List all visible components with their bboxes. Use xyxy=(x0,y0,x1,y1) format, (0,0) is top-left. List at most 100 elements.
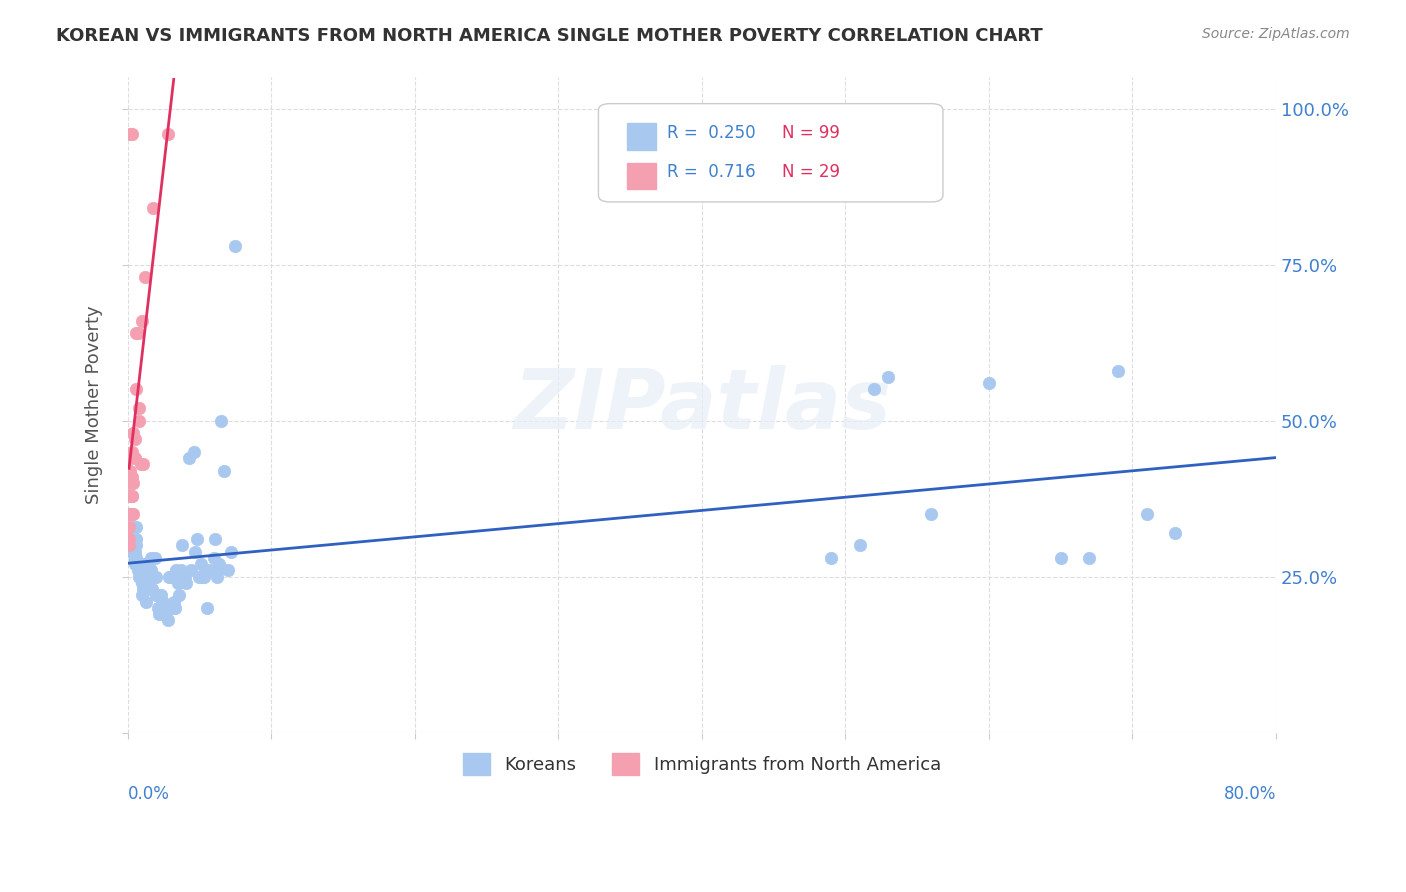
Point xyxy=(127,326,149,341)
Point xyxy=(122,545,145,559)
Point xyxy=(219,545,242,559)
Point xyxy=(120,489,142,503)
Point xyxy=(149,588,172,602)
Point xyxy=(125,539,148,553)
FancyBboxPatch shape xyxy=(599,103,943,202)
Point xyxy=(131,575,153,590)
Point xyxy=(1164,526,1187,541)
Point xyxy=(159,570,181,584)
Point xyxy=(120,127,142,141)
Point xyxy=(122,508,145,522)
Point xyxy=(121,489,143,503)
Point xyxy=(120,464,142,478)
Point xyxy=(132,558,155,572)
Point xyxy=(920,508,942,522)
Point xyxy=(202,551,225,566)
Point xyxy=(118,533,141,547)
Y-axis label: Single Mother Poverty: Single Mother Poverty xyxy=(86,306,103,504)
Point xyxy=(183,445,205,459)
Point xyxy=(190,558,212,572)
Point xyxy=(121,445,143,459)
Point xyxy=(125,326,148,341)
Point xyxy=(121,508,143,522)
Point xyxy=(125,551,148,566)
Point xyxy=(118,464,141,478)
Point xyxy=(134,270,156,285)
Point xyxy=(131,314,153,328)
Point xyxy=(124,539,146,553)
Point xyxy=(118,539,141,553)
Point xyxy=(207,564,229,578)
Point xyxy=(120,489,142,503)
Point xyxy=(157,570,180,584)
Point xyxy=(135,594,157,608)
Point xyxy=(118,520,141,534)
Point xyxy=(142,202,165,216)
Point xyxy=(129,570,152,584)
Point xyxy=(132,582,155,596)
Point xyxy=(176,575,198,590)
Point xyxy=(156,600,179,615)
Point xyxy=(121,470,143,484)
Point xyxy=(188,570,211,584)
Point xyxy=(195,600,218,615)
Point xyxy=(138,582,160,596)
Point xyxy=(193,570,215,584)
Point xyxy=(143,551,166,566)
Point xyxy=(1049,551,1071,566)
FancyBboxPatch shape xyxy=(627,162,655,189)
Point xyxy=(139,551,162,566)
Point xyxy=(120,476,142,491)
Point xyxy=(217,564,239,578)
Point xyxy=(139,564,162,578)
Point xyxy=(204,533,226,547)
Point xyxy=(148,588,170,602)
Text: 80.0%: 80.0% xyxy=(1223,785,1277,803)
Point xyxy=(152,594,174,608)
Point xyxy=(121,489,143,503)
Point xyxy=(128,401,150,416)
Point xyxy=(124,533,146,547)
Point xyxy=(132,458,155,472)
Point xyxy=(127,558,149,572)
Point xyxy=(120,508,142,522)
Point xyxy=(121,539,143,553)
Point xyxy=(149,600,172,615)
Point xyxy=(124,451,146,466)
Point xyxy=(174,570,197,584)
Point xyxy=(169,588,191,602)
Point xyxy=(191,570,214,584)
Point xyxy=(209,414,232,428)
Point xyxy=(153,600,176,615)
Point xyxy=(198,564,221,578)
Point xyxy=(124,551,146,566)
Point xyxy=(172,539,194,553)
Point xyxy=(194,564,217,578)
Text: ZIPatlas: ZIPatlas xyxy=(513,365,891,446)
Point xyxy=(121,533,143,547)
Point xyxy=(848,539,870,553)
Point xyxy=(165,564,187,578)
Point xyxy=(156,613,179,627)
Point xyxy=(170,564,193,578)
Point xyxy=(125,520,148,534)
Point xyxy=(150,594,173,608)
Point xyxy=(128,414,150,428)
Point xyxy=(125,383,148,397)
Point xyxy=(1078,551,1101,566)
Text: Source: ZipAtlas.com: Source: ZipAtlas.com xyxy=(1202,27,1350,41)
Point xyxy=(124,433,146,447)
Point xyxy=(820,551,842,566)
Point xyxy=(124,551,146,566)
Point xyxy=(145,588,167,602)
Point xyxy=(179,451,201,466)
Text: R =  0.250: R = 0.250 xyxy=(668,124,756,142)
Point xyxy=(1107,364,1129,378)
Point xyxy=(134,558,156,572)
Point xyxy=(131,588,153,602)
Point xyxy=(122,476,145,491)
Point xyxy=(135,564,157,578)
Point xyxy=(121,127,143,141)
Point xyxy=(145,570,167,584)
Point xyxy=(162,594,184,608)
